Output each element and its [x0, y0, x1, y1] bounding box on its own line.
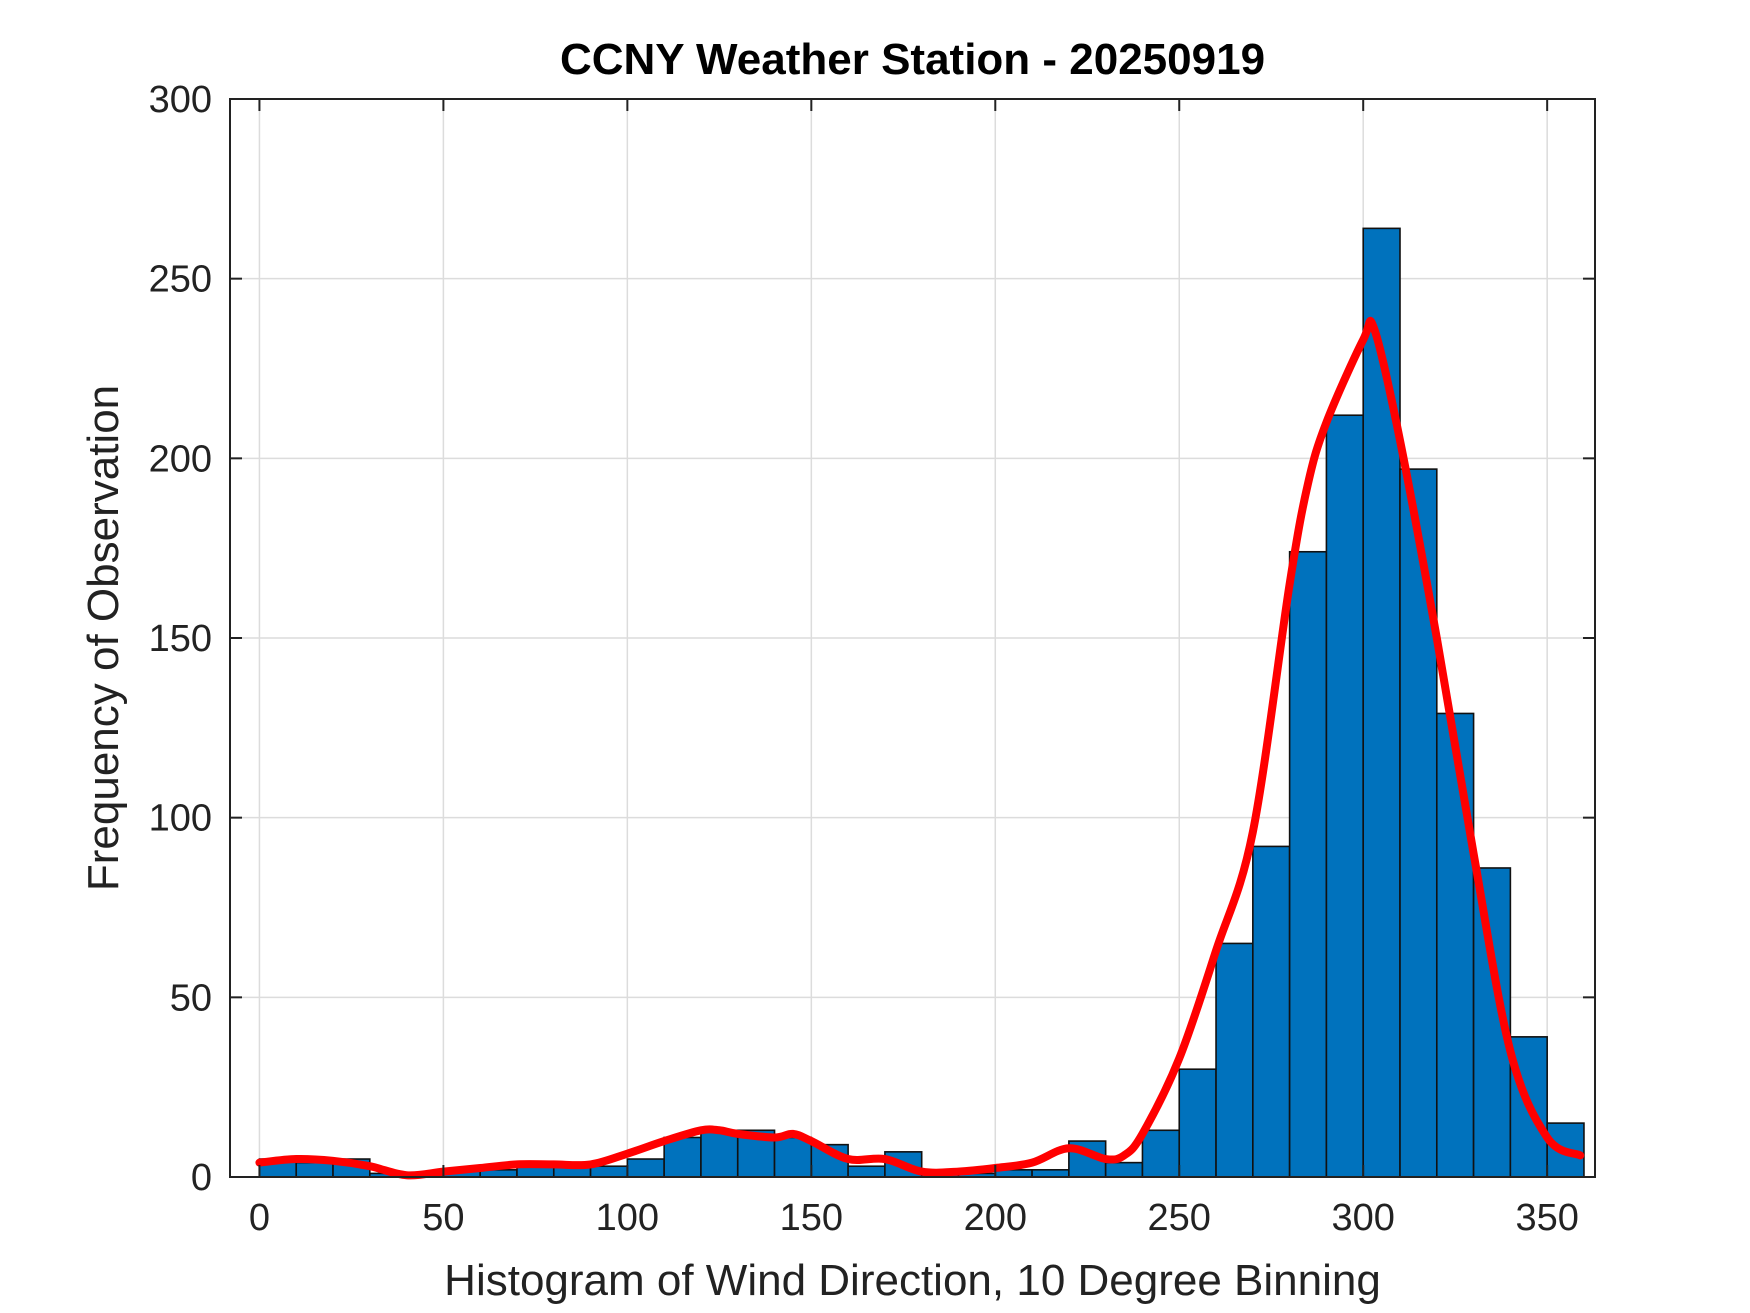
- chart-title: CCNY Weather Station - 20250919: [560, 35, 1265, 84]
- ticks: [230, 98, 1595, 1178]
- x-tick-label: 200: [964, 1197, 1027, 1239]
- x-axis-label: Histogram of Wind Direction, 10 Degree B…: [444, 1256, 1381, 1305]
- y-tick-label: 150: [149, 618, 212, 660]
- histogram-bar: [1399, 468, 1438, 1178]
- x-tick-label: 350: [1515, 1197, 1578, 1239]
- histogram-bar: [700, 1129, 739, 1178]
- y-tick-label: 200: [149, 438, 212, 480]
- x-tick-label: 300: [1332, 1197, 1395, 1239]
- x-tick-label: 150: [780, 1197, 843, 1239]
- histogram-bar: [1252, 845, 1291, 1178]
- histogram-bar: [1215, 942, 1254, 1178]
- y-tick-label: 0: [191, 1157, 212, 1199]
- histogram-bar: [847, 1165, 886, 1178]
- histogram-bar: [295, 1161, 334, 1178]
- histogram-bar: [1141, 1129, 1181, 1178]
- x-tick-label: 250: [1148, 1197, 1211, 1239]
- histogram-bar: [1435, 712, 1475, 1178]
- x-tick-label: 50: [422, 1197, 464, 1239]
- histogram-bar: [589, 1165, 629, 1178]
- histogram-bar: [1104, 1161, 1144, 1178]
- y-axis-label: Frequency of Observation: [79, 385, 128, 891]
- y-tick-label: 300: [149, 79, 212, 121]
- histogram-bar: [1031, 1169, 1070, 1178]
- y-tick-label: 250: [149, 259, 212, 301]
- y-tick-label: 100: [149, 798, 212, 840]
- x-tick-label: 0: [249, 1197, 270, 1239]
- smoothed-distribution-curve: [255, 316, 1585, 1180]
- histogram-bar: [626, 1158, 665, 1178]
- histogram-bar: [773, 1136, 813, 1178]
- tick-labels: 0 50 100 150 200 250 300 350 0 50 100 150 200 250 300: [149, 79, 1579, 1239]
- histogram-bar: [1362, 227, 1401, 1178]
- histogram-bar: [1325, 414, 1365, 1178]
- x-tick-label: 100: [596, 1197, 659, 1239]
- histogram-bar: [1288, 550, 1328, 1178]
- y-tick-label: 50: [170, 977, 212, 1019]
- histogram-bar: [1178, 1068, 1217, 1178]
